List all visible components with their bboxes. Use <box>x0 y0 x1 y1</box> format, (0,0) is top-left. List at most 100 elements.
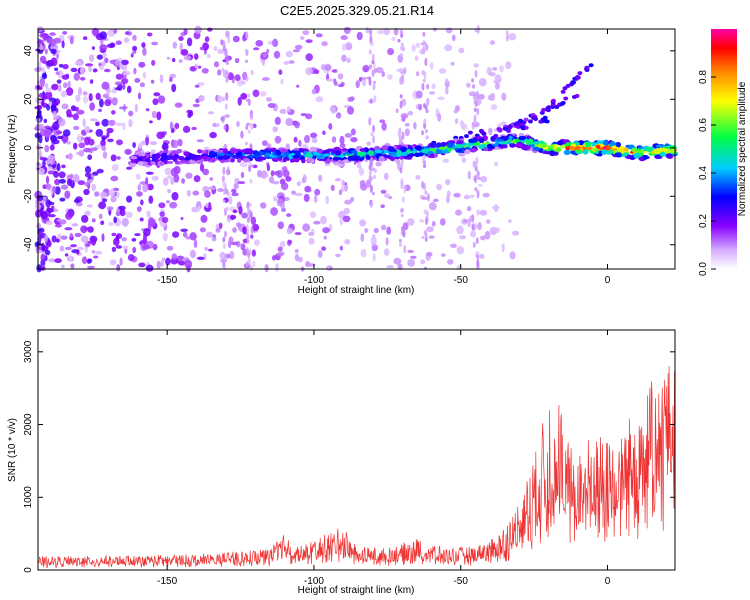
heatmap-cell <box>453 192 461 198</box>
heatmap-cell <box>213 46 218 51</box>
heatmap-cell <box>121 59 129 65</box>
heatmap-cell <box>221 115 225 123</box>
heatmap-cell <box>65 246 72 251</box>
heatmap-cell <box>252 123 257 129</box>
heatmap-cell <box>192 190 200 196</box>
heatmap-cell <box>137 161 144 166</box>
heatmap-cell <box>339 217 344 226</box>
heatmap-cell <box>476 107 480 116</box>
heatmap-cell <box>280 240 286 248</box>
heatmap-cell <box>113 216 118 224</box>
heatmap-cell <box>368 170 372 177</box>
heatmap-cell <box>276 170 283 178</box>
heatmap-cell <box>514 121 520 126</box>
heatmap-cell <box>183 28 188 36</box>
x-tick-label: 0 <box>605 576 611 587</box>
heatmap-cell <box>471 223 475 231</box>
heatmap-cell <box>368 78 372 86</box>
heatmap-cell <box>315 96 324 103</box>
heatmap-cell <box>450 61 455 66</box>
heatmap-cell <box>80 66 85 75</box>
heatmap-cell <box>245 125 249 130</box>
heatmap-cell <box>50 48 57 54</box>
heatmap-cell <box>369 184 373 193</box>
heatmap-cell <box>468 138 474 143</box>
heatmap-cell <box>179 42 183 52</box>
heatmap-cell <box>280 148 288 153</box>
heatmap-cell <box>45 175 50 184</box>
heatmap-cell <box>331 69 337 73</box>
heatmap-cell <box>232 227 237 233</box>
heatmap-cell <box>305 67 313 76</box>
heatmap-cell <box>341 185 345 193</box>
colorbar: 0.0 0.2 0.4 0.6 0.8 Normalized spectral ampl… <box>698 29 748 276</box>
heatmap-cell <box>421 82 425 91</box>
heatmap-cell <box>180 217 184 220</box>
heatmap-cell <box>430 143 435 148</box>
heatmap-cell <box>90 118 98 122</box>
heatmap-cell <box>505 29 509 37</box>
heatmap-cell <box>100 220 105 226</box>
heatmap-cell <box>334 150 342 156</box>
heatmap-cell <box>372 124 376 133</box>
heatmap-cell <box>471 78 475 83</box>
heatmap-cell <box>84 172 91 178</box>
heatmap-cell <box>151 175 159 181</box>
heatmap-cell <box>421 181 425 189</box>
heatmap-cell <box>237 181 246 185</box>
heatmap-cell <box>250 69 254 76</box>
heatmap-cell <box>200 214 208 223</box>
heatmap-cell <box>324 64 332 71</box>
heatmap-cell <box>143 228 151 237</box>
heatmap-cell <box>318 154 325 159</box>
heatmap-cell <box>55 71 60 75</box>
heatmap-cell <box>470 230 477 238</box>
heatmap-cell <box>398 238 402 243</box>
heatmap-cell <box>102 93 109 99</box>
heatmap-cell <box>404 122 410 127</box>
heatmap-cell <box>475 156 479 166</box>
heatmap-cell <box>669 149 676 154</box>
heatmap-cell <box>208 201 212 211</box>
heatmap-cell <box>342 215 351 223</box>
heatmap-cell <box>350 128 356 136</box>
heatmap-cell <box>304 134 310 144</box>
heatmap-cell <box>197 149 202 154</box>
heatmap-cell <box>61 103 69 110</box>
heatmap-cell <box>91 218 96 223</box>
heatmap-cell <box>425 209 429 219</box>
heatmap-cell <box>198 95 205 102</box>
heatmap-cell <box>100 139 106 147</box>
heatmap-cell <box>371 69 375 77</box>
heatmap-cell <box>48 101 52 106</box>
heatmap-cell <box>227 72 234 81</box>
heatmap-cell <box>486 143 494 149</box>
heatmap-cell <box>344 42 353 51</box>
heatmap-cell <box>482 192 490 198</box>
heatmap-cell <box>266 49 270 54</box>
heatmap-cell <box>132 34 137 41</box>
heatmap-cell <box>376 29 385 35</box>
heatmap-cell <box>400 178 404 185</box>
heatmap-cell <box>180 49 189 56</box>
heatmap-cell <box>341 54 347 62</box>
heatmap-cell <box>429 153 435 158</box>
heatmap-cell <box>51 235 57 243</box>
heatmap-cell <box>176 255 185 261</box>
heatmap-cell <box>222 154 229 160</box>
heatmap-cell <box>75 94 81 102</box>
heatmap-cell <box>245 49 249 57</box>
heatmap-cell <box>114 81 123 86</box>
colorbar-tick-label: 0.8 <box>698 70 709 84</box>
heatmap-cell <box>218 222 223 229</box>
heatmap-cell <box>173 154 179 159</box>
heatmap-cell <box>436 143 443 148</box>
heatmap-cell <box>248 154 255 158</box>
heatmap-cell <box>591 148 597 152</box>
heatmap-cell <box>456 225 464 235</box>
heatmap-cell <box>571 95 577 99</box>
heatmap-cell <box>330 184 335 192</box>
heatmap-cell <box>177 156 185 161</box>
heatmap-cell <box>480 235 486 241</box>
heatmap-cell <box>240 92 248 100</box>
